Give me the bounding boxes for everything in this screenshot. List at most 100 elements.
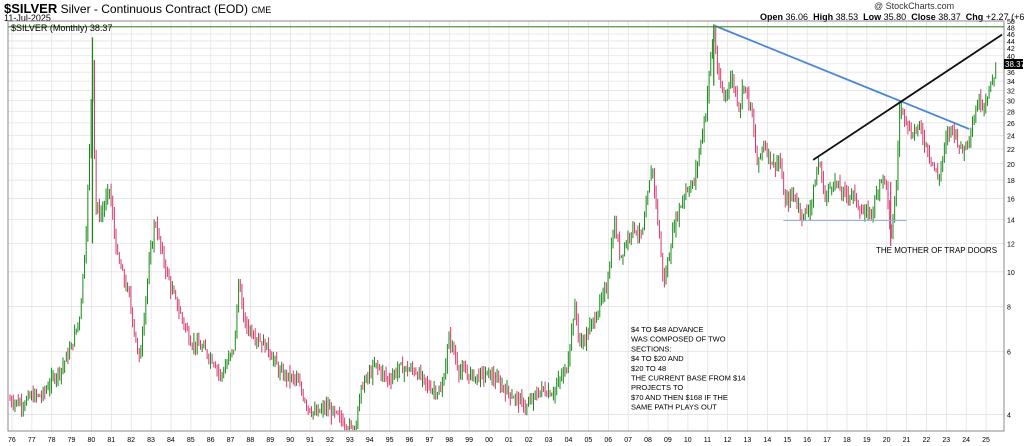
chg-label: Chg [965, 12, 984, 22]
y-tick-label: 24 [1007, 133, 1015, 140]
x-tick-label: 15 [783, 437, 791, 444]
x-tick-label: 93 [346, 437, 354, 444]
x-tick-label: 17 [823, 437, 831, 444]
y-tick-label: 26 [1007, 121, 1015, 128]
y-tick-label: 50 [1007, 19, 1015, 26]
y-tick-label: 32 [1007, 89, 1015, 96]
x-tick-label: 81 [107, 437, 115, 444]
note-line: SAME PATH PLAYS OUT [631, 403, 717, 412]
high-label: High [813, 12, 834, 22]
note-line: $4 TO $48 ADVANCE [631, 325, 704, 334]
last-value-tag [1004, 59, 1023, 69]
x-tick-label: 80 [87, 437, 95, 444]
note-line: $4 TO $20 AND [631, 354, 684, 363]
y-tick-label: 34 [1007, 79, 1015, 86]
note-line: SECTIONS: [631, 344, 671, 353]
ohlc-readout: Open 36.06 High 38.53 Low 35.80 Close 38… [760, 12, 1024, 22]
high-value: 38.53 [835, 12, 859, 22]
note-line: PROJECTS TO [631, 383, 683, 392]
x-tick-label: 83 [147, 437, 155, 444]
x-tick-label: 20 [883, 437, 891, 444]
y-tick-label: 18 [1007, 178, 1015, 185]
x-tick-label: 12 [724, 437, 732, 444]
x-tick-label: 95 [386, 437, 394, 444]
note-line: $20 TO 48 [631, 364, 666, 373]
trap-annotation: THE MOTHER OF TRAP DOORS [876, 246, 997, 255]
x-tick-label: 82 [127, 437, 135, 444]
x-tick-label: 01 [505, 437, 513, 444]
y-tick-label: 42 [1007, 46, 1015, 53]
note-line: THE CURRENT BASE FROM $14 [631, 374, 745, 383]
y-tick-label: 22 [1007, 147, 1015, 154]
open-value: 36.06 [785, 12, 809, 22]
x-tick-label: 07 [624, 437, 632, 444]
x-axis: 76 77 78 79 80 81 82 83 84 85 86 87 88 89 90 91 92 93 94 95… [8, 437, 990, 444]
x-tick-label: 04 [565, 437, 573, 444]
chart-header: $SILVER Silver - Continuous Contract (EO… [4, 1, 271, 16]
uptrend-trendline [812, 33, 1003, 161]
x-tick-label: 11 [704, 437, 711, 444]
x-tick-label: 05 [585, 437, 593, 444]
y-tick-label: 44 [1007, 39, 1015, 46]
x-tick-label: 98 [445, 437, 453, 444]
x-tick-label: 25 [982, 437, 990, 444]
y-tick-label: 10 [1007, 270, 1015, 277]
x-tick-label: 87 [227, 437, 235, 444]
trendlines [8, 24, 1004, 221]
x-tick-label: 16 [803, 437, 811, 444]
legend-label: $SILVER (Monthly) 38.37 [11, 23, 112, 33]
x-tick-label: 85 [187, 437, 195, 444]
y-tick-label: 16 [1007, 197, 1015, 204]
x-tick-label: 92 [326, 437, 334, 444]
y-tick-label: 20 [1007, 162, 1015, 169]
low-value: 35.80 [883, 12, 907, 22]
y-tick-label: 46 [1007, 32, 1015, 39]
x-tick-label: 06 [604, 437, 612, 444]
open-label: Open [760, 12, 784, 22]
x-tick-label: 00 [485, 437, 493, 444]
y-tick-label: 8 [1007, 305, 1011, 312]
x-tick-label: 89 [266, 437, 274, 444]
grid [8, 20, 1004, 431]
x-tick-label: 09 [664, 437, 672, 444]
x-tick-label: 96 [406, 437, 414, 444]
note-line: $70 AND THEN $168 IF THE [631, 393, 728, 402]
note-line: WAS COMPOSED OF TWO [631, 335, 726, 344]
chg-value: +2.27 (+6.30%) [985, 12, 1024, 22]
low-label: Low [863, 12, 882, 22]
symbol: $SILVER [4, 1, 58, 16]
y-tick-label: 40 [1007, 54, 1015, 61]
chart-date: 11-Jul-2025 [4, 13, 51, 23]
y-tick-label: 6 [1007, 349, 1011, 356]
x-tick-label: 90 [286, 437, 294, 444]
y-tick-label: 48 [1007, 25, 1015, 32]
x-tick-label: 79 [68, 437, 76, 444]
y-tick-label: 14 [1007, 217, 1015, 224]
x-tick-label: 19 [863, 437, 871, 444]
x-tick-label: 91 [306, 437, 314, 444]
brand-link[interactable]: @ StockCharts.com [874, 1, 955, 11]
x-tick-label: 94 [366, 437, 374, 444]
price-bars [9, 24, 997, 431]
y-tick-label: 4 [1007, 413, 1011, 420]
x-tick-label: 76 [8, 437, 16, 444]
x-tick-label: 78 [48, 437, 56, 444]
close-label: Close [911, 12, 936, 22]
x-tick-label: 21 [903, 437, 911, 444]
y-tick-label: 28 [1007, 109, 1015, 116]
x-tick-label: 22 [922, 437, 930, 444]
x-tick-label: 08 [644, 437, 652, 444]
y-tick-label: 36 [1007, 70, 1015, 77]
instrument-name: Silver - Continuous Contract (EOD) [60, 2, 248, 16]
y-tick-label: 30 [1007, 99, 1015, 106]
exchange: CME [251, 5, 272, 15]
plot-frame [7, 20, 1005, 432]
x-tick-label: 99 [465, 437, 473, 444]
x-tick-label: 18 [843, 437, 851, 444]
x-tick-label: 24 [962, 437, 970, 444]
close-value: 38.37 [938, 12, 961, 22]
x-tick-label: 88 [247, 437, 255, 444]
x-tick-label: 14 [763, 437, 771, 444]
